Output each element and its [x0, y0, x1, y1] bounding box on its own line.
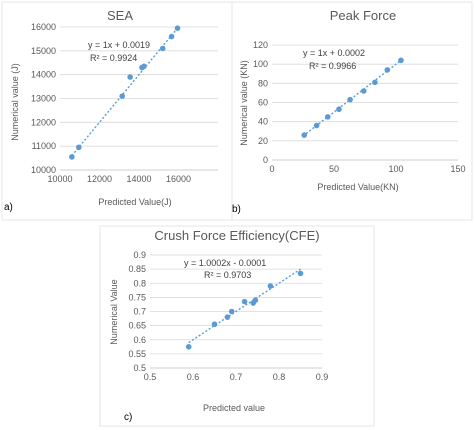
y-tick-label: 13000	[31, 94, 56, 104]
trendline	[71, 27, 179, 157]
y-tick-label: 12000	[31, 117, 56, 127]
data-point	[168, 33, 175, 40]
data-point	[384, 67, 391, 73]
x-tick-label: 0.5	[144, 372, 157, 382]
x-axis-label: Predicted value	[203, 403, 265, 413]
y-tick-label: 10000	[31, 165, 56, 175]
data-point	[119, 93, 126, 99]
y-tick-label: 80	[258, 78, 268, 88]
r-squared-label: R² = 0.9703	[204, 270, 251, 280]
x-tick-label: 12000	[87, 174, 112, 184]
y-tick-label: 15000	[31, 46, 56, 56]
chart-cfe: Crush Force Efficiency(CFE) 0.5 0.55 0.6 0.6…	[109, 228, 328, 413]
data-point	[398, 57, 404, 64]
y-tick-label: 0.85	[128, 264, 146, 274]
x-tick-label: 10000	[47, 174, 72, 184]
chart-peak-force: Peak Force 0 20 40 60 80 100 120 0 50 100 150 Predic…	[239, 8, 466, 192]
data-point	[241, 298, 248, 305]
data-point	[185, 344, 192, 350]
data-point	[174, 25, 181, 31]
trendline-equation: y = 1x + 0.0019	[88, 40, 150, 50]
x-tick-label: 150	[450, 164, 465, 174]
data-point	[347, 96, 353, 103]
y-tick-label: 0.5	[133, 363, 146, 373]
y-tick-label: 0.55	[128, 349, 146, 359]
data-point	[127, 74, 133, 80]
data-point	[372, 79, 378, 86]
y-tick-label: 0	[263, 155, 268, 165]
y-axis-label: Numerical value (KN)	[239, 60, 249, 146]
data-point	[141, 63, 147, 70]
y-tick-label: 16000	[31, 22, 56, 32]
data-point	[313, 122, 320, 129]
data-point	[252, 297, 259, 304]
x-tick-label: 0.6	[187, 372, 200, 382]
y-tick-label: 0.8	[133, 278, 146, 288]
x-tick-label: 0.7	[230, 372, 243, 382]
x-tick-label: 14000	[126, 174, 151, 184]
chart-title: SEA	[107, 8, 133, 23]
y-tick-label: 0.9	[133, 250, 146, 260]
data-point	[69, 154, 75, 160]
data-point	[228, 308, 235, 315]
data-point	[224, 314, 231, 320]
data-point	[360, 88, 367, 94]
y-tick-label: 0.6	[133, 335, 146, 345]
y-tick-label: 0.7	[133, 307, 146, 317]
y-axis-label: Numerical Value	[109, 279, 119, 344]
panel-label-a: a)	[4, 202, 13, 213]
x-axis-label: Predicted Value(J)	[98, 197, 171, 207]
x-tick-label: 0.9	[316, 372, 329, 382]
data-point	[297, 270, 304, 277]
y-tick-label: 100	[253, 59, 268, 69]
x-tick-label: 100	[388, 164, 403, 174]
chart-title: Peak Force	[330, 8, 396, 23]
y-tick-label: 14000	[31, 70, 56, 80]
data-point	[211, 321, 218, 328]
y-tick-label: 60	[258, 98, 268, 108]
data-point	[301, 132, 308, 138]
data-point	[75, 144, 82, 151]
data-point	[336, 106, 342, 113]
y-tick-label: 40	[258, 117, 268, 127]
data-point	[267, 283, 274, 289]
trendline-equation: y = 1.0002x - 0.0001	[184, 258, 266, 268]
x-tick-label: 0.8	[273, 372, 286, 382]
x-tick-label: 50	[329, 164, 339, 174]
y-tick-label: 0.75	[128, 292, 146, 302]
y-tick-label: 120	[253, 40, 268, 50]
trendline-equation: y = 1x + 0.0002	[303, 48, 365, 58]
data-point	[325, 114, 331, 120]
r-squared-label: R² = 0.9924	[90, 53, 137, 63]
x-tick-label: 16000	[166, 174, 191, 184]
y-tick-label: 20	[258, 136, 268, 146]
r-squared-label: R² = 0.9966	[309, 61, 356, 71]
chart-sea: SEA 10000 11000 12000 13000 14000 15000 16000 10…	[10, 8, 218, 207]
y-axis-label: Numerical value (J)	[10, 63, 20, 141]
data-point	[159, 45, 166, 52]
y-tick-label: 0.65	[128, 321, 146, 331]
x-axis-label: Predicted Value(KN)	[317, 182, 398, 192]
panel-label-c: c)	[124, 412, 132, 423]
panel-label-b: b)	[232, 204, 241, 215]
y-tick-label: 11000	[32, 141, 56, 151]
x-tick-label: 0	[269, 164, 274, 174]
chart-title: Crush Force Efficiency(CFE)	[154, 228, 319, 243]
